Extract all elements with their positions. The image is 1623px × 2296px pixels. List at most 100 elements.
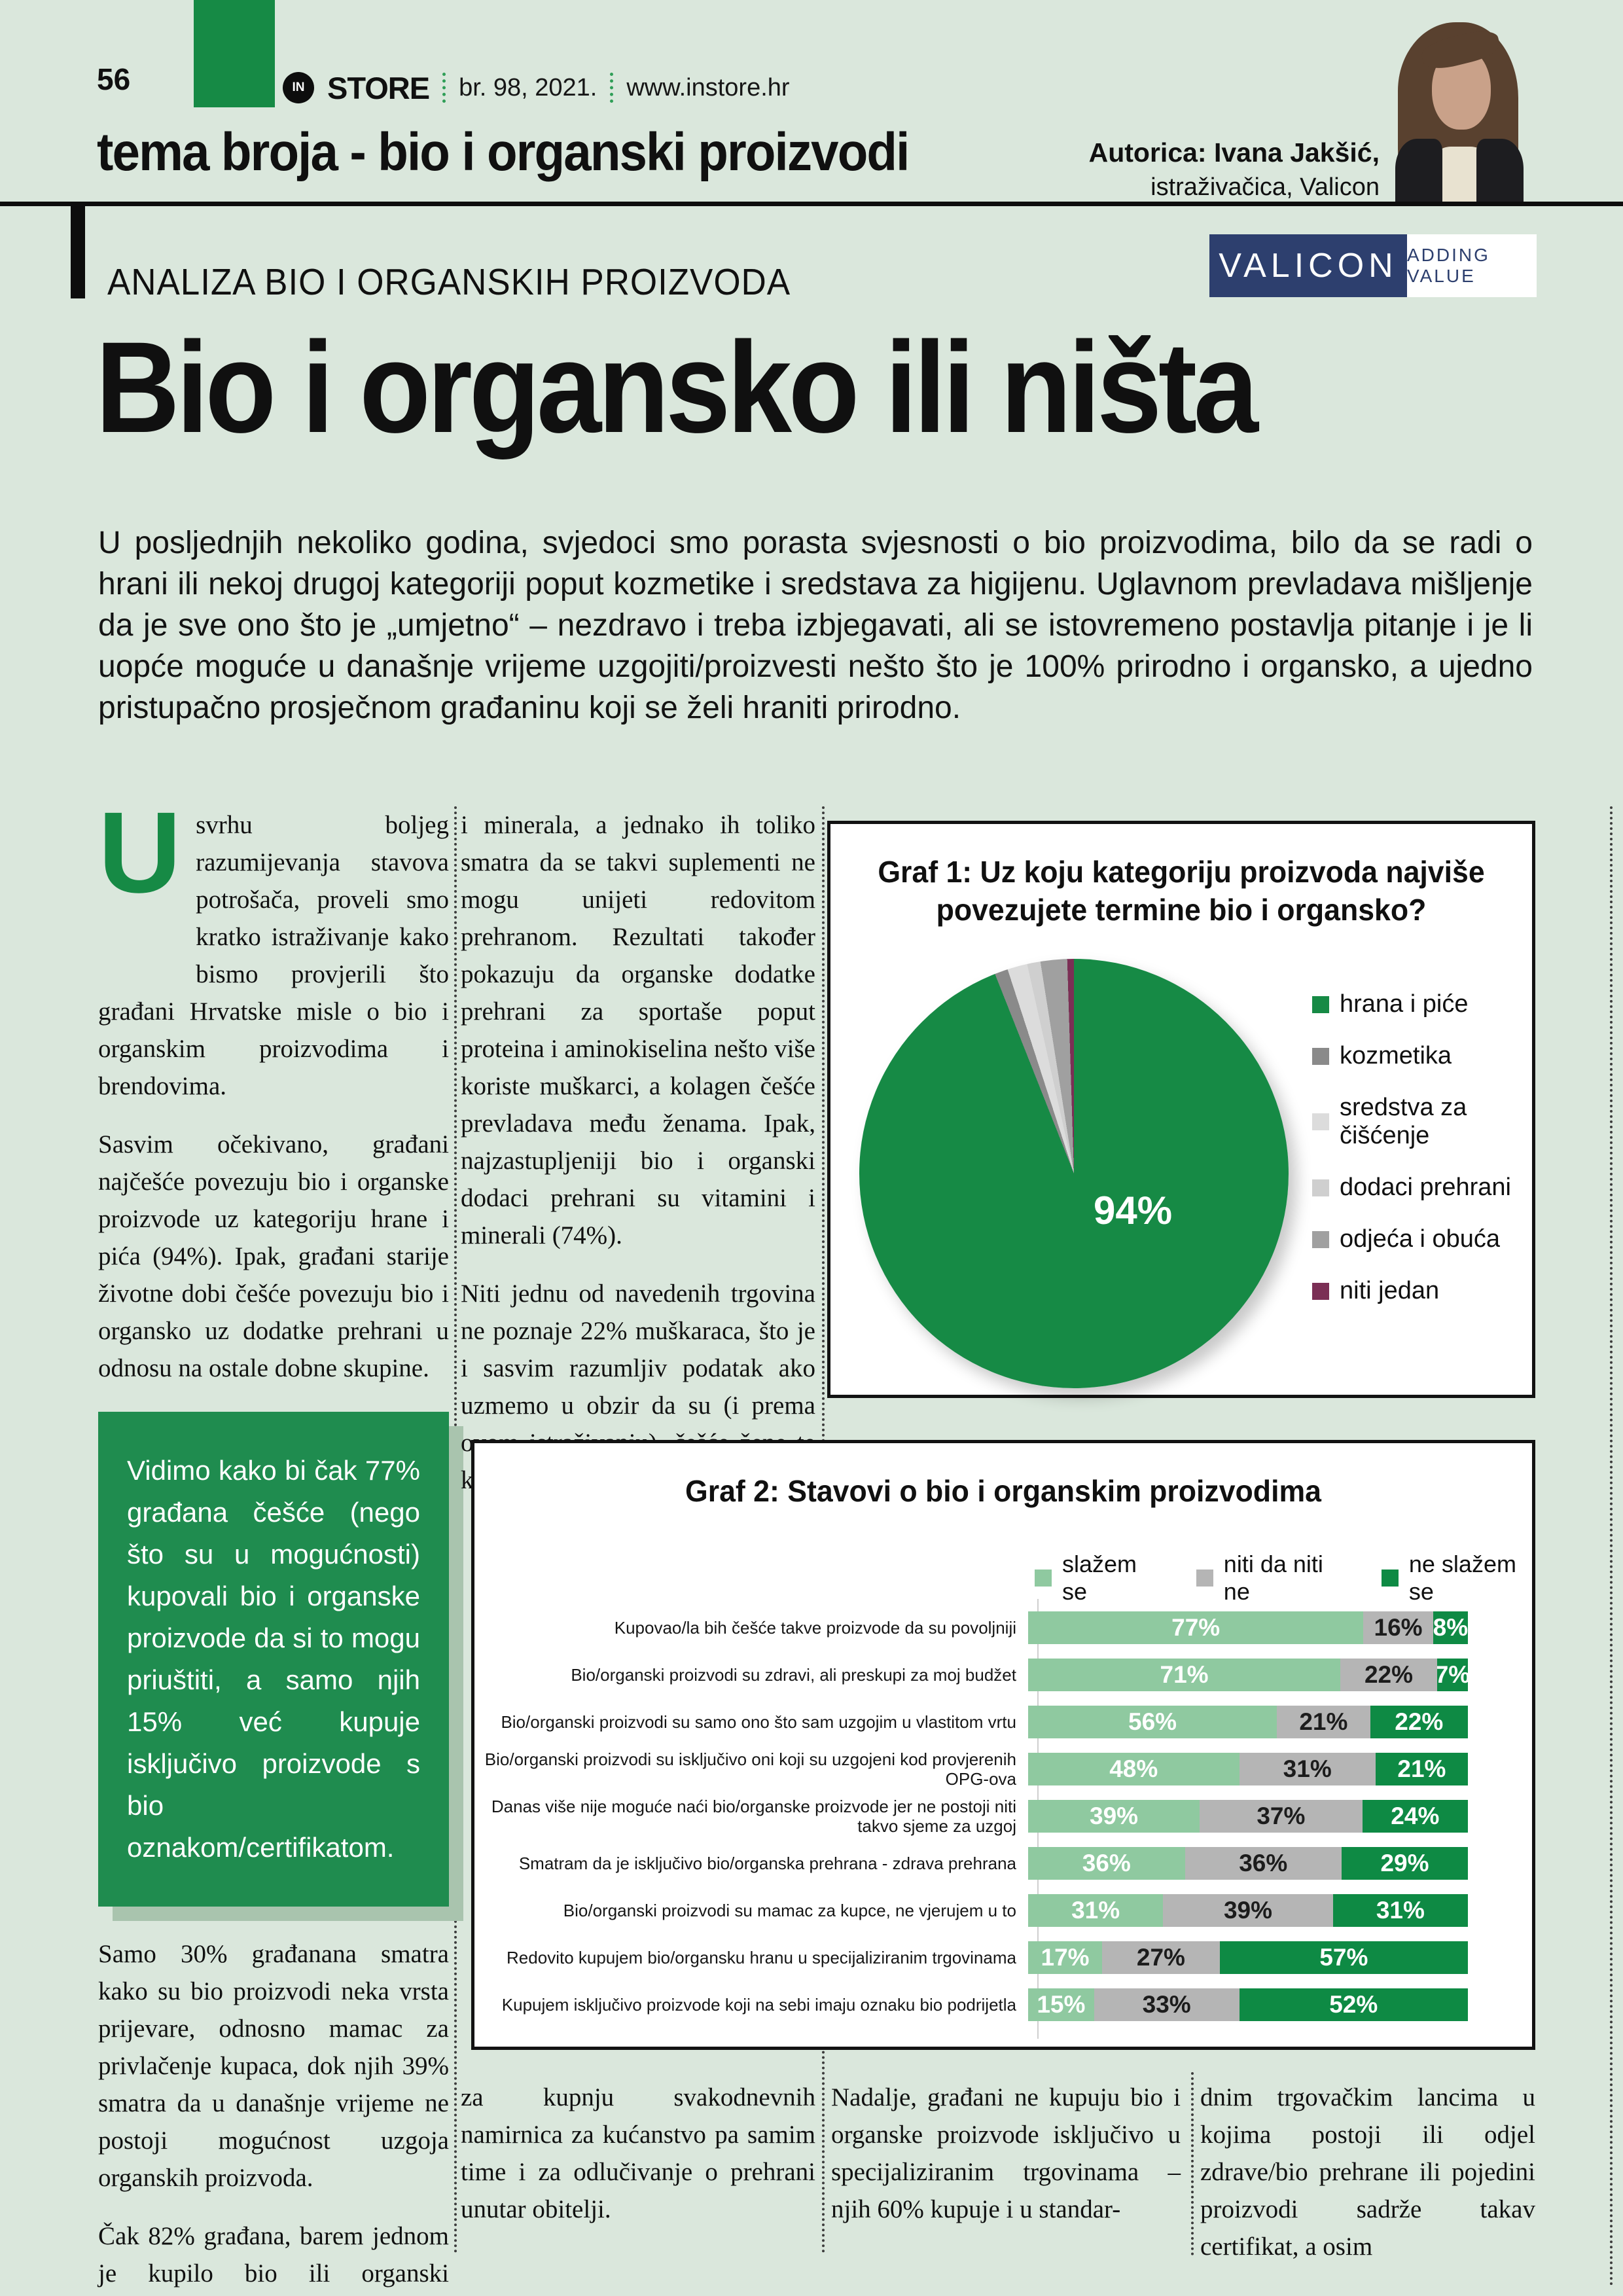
paragraph: dnim trgovačkim lancima u kojima postoji… — [1200, 2083, 1535, 2261]
bar-segment: 36% — [1028, 1847, 1185, 1880]
bar-segment: 7% — [1436, 1659, 1468, 1691]
chart1-box: Graf 1: Uz koju kategoriju proizvoda naj… — [827, 821, 1535, 1398]
bar-segment: 77% — [1028, 1611, 1364, 1644]
bar-segment: 24% — [1362, 1800, 1468, 1833]
stacked-bar: 71% 22% 7% — [1028, 1659, 1468, 1691]
section-tick-mark — [71, 206, 85, 298]
highlight-box: Vidimo kako bi čak 77% građana češće (ne… — [98, 1412, 449, 1907]
bar-row: Kupujem isključivo proizvode koji na seb… — [474, 1981, 1532, 2028]
header-rule — [0, 202, 1623, 206]
masthead: IN STORE br. 98, 2021. www.instore.hr — [283, 69, 790, 106]
bar-segment: 48% — [1028, 1753, 1240, 1785]
issue-number: br. 98, 2021. — [459, 73, 597, 101]
bar-segment: 21% — [1277, 1706, 1370, 1738]
bar-category-label: Danas više nije moguće naći bio/organske… — [491, 1797, 1016, 1836]
page-number: 56 — [97, 62, 131, 96]
bar-row: Bio/organski proizvodi su samo ono što s… — [474, 1698, 1532, 1746]
bar-segment: 52% — [1239, 1988, 1468, 2021]
paragraph-text: svrhu boljeg razumijevanja stavova potro… — [98, 811, 449, 1100]
instore-logo-icon: IN — [283, 72, 314, 103]
section-title: ANALIZA BIO I ORGANSKIH PROIZVODA — [107, 261, 791, 303]
bar-segment: 22% — [1340, 1659, 1437, 1691]
topic-line: tema broja - bio i organski proizvodi — [97, 122, 910, 182]
author-role: istraživačica, Valicon — [1150, 173, 1380, 201]
legend-label: slažem se — [1062, 1551, 1137, 1605]
bar-category-label: Kupovao/la bih češće takve proizvode da … — [614, 1618, 1016, 1638]
green-top-bar — [194, 0, 275, 107]
stacked-bar: 15% 33% 52% — [1028, 1988, 1468, 2021]
chart2-title: Graf 2: Stavovi o bio i organskim proizv… — [685, 1474, 1321, 1508]
author-photo — [1393, 12, 1525, 203]
legend-swatch — [1312, 996, 1329, 1013]
legend-item: kozmetika — [1312, 1042, 1532, 1070]
body-column-2: i minerala, a jednako ih toliko smatra d… — [461, 806, 815, 1520]
bar-segment: 21% — [1375, 1753, 1468, 1785]
stacked-bar: 17% 27% 57% — [1028, 1941, 1468, 1974]
legend-item: hrana i piće — [1312, 990, 1532, 1018]
legend-label: odjeća i obuća — [1340, 1225, 1501, 1253]
legend-label: sredstva za čišćenje — [1340, 1094, 1467, 1149]
photo-jacket-right-shape — [1476, 139, 1524, 203]
bar-segment: 17% — [1028, 1941, 1103, 1974]
bottom-column-4: dnim trgovačkim lancima u kojima postoji… — [1200, 2079, 1535, 2286]
stacked-bar: 77% 16% 8% — [1028, 1611, 1468, 1644]
bar-row: Bio/organski proizvodi su mamac za kupce… — [474, 1887, 1532, 1934]
bar-segment: 71% — [1028, 1659, 1341, 1691]
legend-swatch — [1381, 1570, 1399, 1587]
bar-segment: 31% — [1332, 1894, 1468, 1927]
bar-row: Kupovao/la bih češće takve proizvode da … — [474, 1604, 1532, 1651]
bar-segment: 22% — [1370, 1706, 1468, 1738]
article-headline: Bio i organsko ili ništa — [96, 315, 1258, 459]
chart1-title: Graf 1: Uz koju kategoriju proizvoda naj… — [878, 855, 1485, 927]
legend-item: dodaci prehrani — [1312, 1174, 1532, 1202]
stacked-bar: 39% 37% 24% — [1028, 1800, 1468, 1833]
legend-item: niti jedan — [1312, 1277, 1532, 1305]
masthead-divider — [442, 73, 446, 103]
bar-category-label: Kupujem isključivo proizvode koji na seb… — [501, 1995, 1016, 2015]
bar-segment: 31% — [1239, 1753, 1376, 1785]
paragraph: Sasvim očekivano, građani najčešće povez… — [98, 1130, 449, 1382]
chart2-rows: Kupovao/la bih češće takve proizvode da … — [474, 1604, 1532, 2028]
website-link[interactable]: www.instore.hr — [626, 73, 790, 101]
legend-label: niti jedan — [1340, 1277, 1440, 1304]
legend-label: hrana i piće — [1340, 990, 1469, 1018]
chart2-legend: slažem se niti da niti ne ne slažem se — [1035, 1551, 1532, 1605]
bar-category-label: Bio/organski proizvodi su isključivo oni… — [484, 1749, 1016, 1789]
bar-segment: 16% — [1363, 1611, 1433, 1644]
legend-item: niti da niti ne — [1196, 1551, 1341, 1605]
masthead-divider — [610, 73, 614, 103]
bar-segment: 31% — [1028, 1894, 1164, 1927]
legend-item: odjeća i obuća — [1312, 1225, 1532, 1253]
bar-segment: 33% — [1094, 1988, 1240, 2021]
legend-label: ne slažem se — [1408, 1551, 1516, 1605]
chart2-box: Graf 2: Stavovi o bio i organskim proizv… — [471, 1440, 1535, 2050]
valicon-logo: VALICON — [1209, 234, 1407, 297]
page-edge-divider — [1610, 806, 1613, 2287]
legend-label: dodaci prehrani — [1340, 1174, 1511, 1201]
legend-swatch — [1312, 1179, 1329, 1196]
bar-category-label: Bio/organski proizvodi su mamac za kupce… — [563, 1901, 1016, 1920]
legend-label: niti da niti ne — [1223, 1551, 1323, 1605]
bar-row: Smatram da je isključivo bio/organska pr… — [474, 1840, 1532, 1887]
bar-category-label: Bio/organski proizvodi su zdravi, ali pr… — [571, 1665, 1016, 1685]
drop-cap: U — [98, 789, 182, 917]
stacked-bar: 48% 31% 21% — [1028, 1753, 1468, 1785]
legend-swatch — [1312, 1230, 1329, 1248]
legend-item: slažem se — [1035, 1551, 1156, 1605]
legend-label: kozmetika — [1340, 1042, 1452, 1069]
legend-swatch — [1312, 1282, 1329, 1300]
article-intro: U posljednjih nekoliko godina, svjedoci … — [98, 526, 1533, 725]
author-name: Autorica: Ivana Jakšić, — [1088, 137, 1380, 168]
column-divider — [1191, 2072, 1194, 2255]
bar-segment: 36% — [1185, 1847, 1342, 1880]
paragraph: za kupnju svakodnevnih namirnica za kuća… — [461, 2083, 815, 2223]
stacked-bar: 31% 39% 31% — [1028, 1894, 1468, 1927]
valicon-tagline: ADDING VALUE — [1407, 234, 1537, 297]
bar-row: Bio/organski proizvodi su isključivo oni… — [474, 1746, 1532, 1793]
bar-segment: 57% — [1219, 1941, 1468, 1974]
bar-segment: 27% — [1102, 1941, 1220, 1974]
legend-swatch — [1035, 1570, 1052, 1587]
legend-item: sredstva za čišćenje — [1312, 1094, 1532, 1150]
bar-category-label: Bio/organski proizvodi su samo ono što s… — [501, 1712, 1016, 1732]
